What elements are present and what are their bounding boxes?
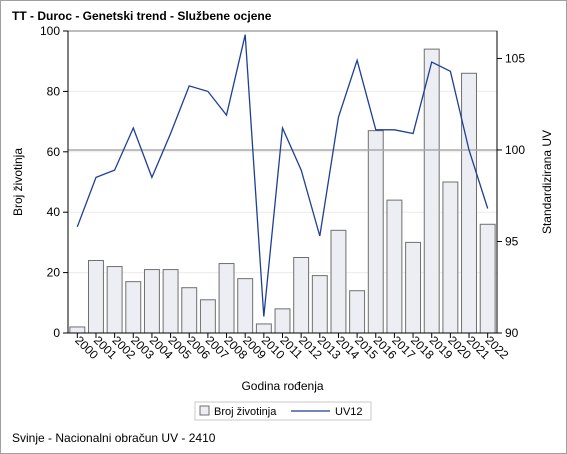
y-tick-label-right: 105 xyxy=(505,51,525,65)
bar xyxy=(255,323,272,334)
legend-label-line: UV12 xyxy=(335,406,363,418)
bar-layer xyxy=(69,48,496,334)
y-tick-label-right: 95 xyxy=(505,234,519,248)
y-axis-label-left: Broj životinja xyxy=(11,148,25,216)
bar xyxy=(461,72,477,334)
bar xyxy=(106,266,123,334)
y-axis-label-right: Standardizirana UV xyxy=(540,130,554,234)
legend-box xyxy=(194,401,372,421)
bar xyxy=(405,241,422,334)
legend-label-bar: Broj životinja xyxy=(214,406,277,418)
bar xyxy=(423,48,440,334)
chart-title: TT - Duroc - Genetski trend - Službene o… xyxy=(12,9,272,23)
y-tick-label-left: 80 xyxy=(47,84,61,98)
bar xyxy=(311,275,328,334)
y-tick-label-left: 40 xyxy=(47,205,61,219)
bar xyxy=(69,326,86,334)
legend: Broj životinja UV12 xyxy=(194,401,372,421)
legend-swatch-bar xyxy=(199,405,210,416)
y-tick-label-left: 100 xyxy=(40,24,60,38)
bar xyxy=(479,223,496,334)
y-tick-label-right: 100 xyxy=(505,143,525,157)
y-axis-left: 0 20 40 60 80 100 xyxy=(40,24,69,340)
x-axis: 2000200120022003200420052006200720082009… xyxy=(68,332,512,362)
y-tick-label-left: 0 xyxy=(53,326,60,340)
series-line-uv12 xyxy=(76,34,489,317)
bar xyxy=(162,269,179,334)
y-tick-label-left: 60 xyxy=(47,145,61,159)
bar xyxy=(199,299,216,334)
x-axis-label: Godina rođenja xyxy=(241,379,323,393)
y-tick-label-left: 20 xyxy=(47,266,61,280)
chart-footnote: Svinje - Nacionalni obračun UV - 2410 xyxy=(12,431,216,445)
bar xyxy=(330,229,347,334)
bar xyxy=(274,308,291,334)
bar xyxy=(349,290,366,334)
bar xyxy=(218,263,235,334)
bar xyxy=(125,281,142,334)
bar xyxy=(386,199,403,334)
bar xyxy=(88,260,104,334)
bar xyxy=(367,130,384,334)
bar xyxy=(181,287,198,334)
y-axis-right: 90 95 100 105 xyxy=(496,31,525,340)
line-layer xyxy=(76,34,489,317)
bar xyxy=(293,257,310,334)
bar xyxy=(237,278,254,334)
bar xyxy=(442,181,459,334)
y-tick-label-right: 90 xyxy=(505,326,519,340)
bar xyxy=(143,269,160,334)
